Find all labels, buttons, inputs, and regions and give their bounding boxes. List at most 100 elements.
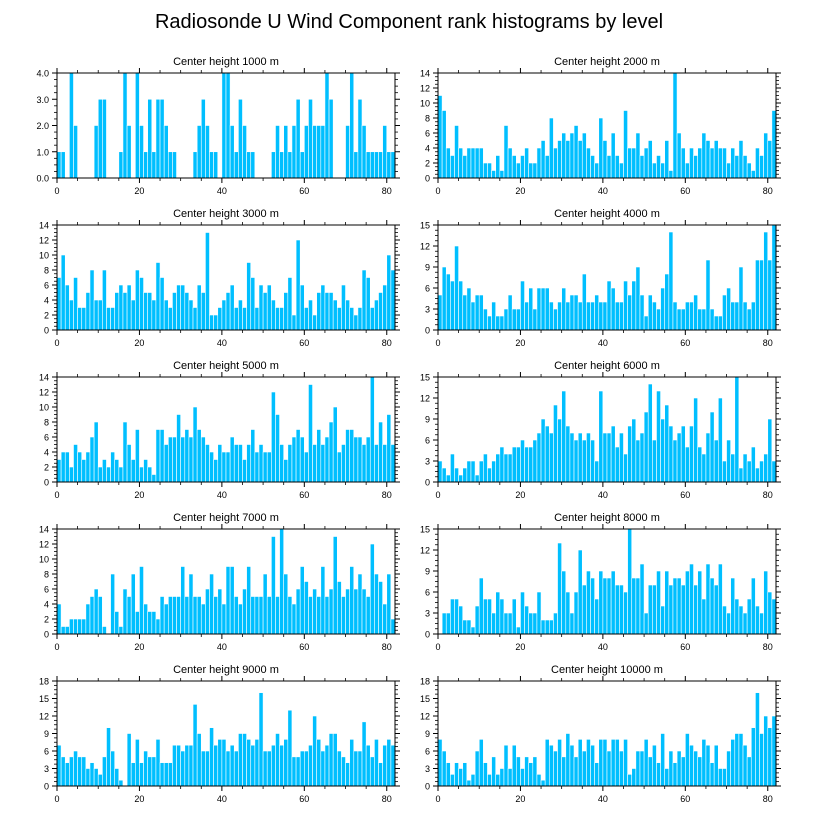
bar — [623, 591, 628, 635]
bar — [569, 132, 575, 179]
x-tick-label: 40 — [217, 794, 227, 804]
bar — [167, 151, 173, 179]
x-tick-label: 0 — [54, 794, 59, 804]
chart-panel-5: Center height 5000 m 0 2 4 6 8 10 12 14 0 20 40 60 80 — [39, 360, 400, 500]
bar — [499, 768, 505, 787]
x-tick-label: 80 — [382, 338, 392, 348]
bar — [697, 570, 703, 635]
bar — [462, 467, 468, 483]
bar — [532, 439, 538, 483]
bar — [454, 598, 459, 635]
bar — [361, 125, 367, 179]
y-tick-label: 6 — [425, 588, 430, 598]
bar — [287, 709, 293, 787]
bar — [635, 577, 641, 635]
bar — [93, 299, 99, 331]
y-tick-label: 4 — [44, 448, 49, 458]
bar — [763, 132, 769, 179]
bar — [155, 618, 161, 635]
bar — [656, 390, 661, 483]
bar — [291, 314, 297, 331]
bar — [77, 451, 83, 483]
bar — [717, 315, 723, 331]
bar — [569, 294, 575, 331]
bar — [238, 444, 243, 483]
bar — [196, 596, 202, 635]
bar — [689, 563, 694, 635]
bar — [705, 563, 711, 635]
bar — [312, 588, 317, 635]
bar — [631, 577, 637, 635]
x-tick-label: 80 — [382, 186, 392, 196]
chart-panel-9: Center height 9000 m 0 3 6 9 12 15 18 0 20 40 60 80 — [39, 664, 400, 804]
bar — [693, 397, 698, 483]
bar — [312, 125, 317, 179]
bar — [528, 446, 534, 483]
x-tick-label: 20 — [134, 642, 144, 652]
y-tick-label: 4.0 — [36, 69, 49, 79]
bar — [635, 266, 641, 331]
bar — [544, 425, 550, 483]
bar — [130, 299, 136, 331]
bar — [97, 596, 103, 635]
bar — [454, 125, 459, 179]
bar — [697, 147, 703, 179]
bar — [738, 140, 744, 179]
bar — [470, 626, 476, 635]
bar — [180, 284, 186, 331]
bar — [664, 570, 670, 635]
bar — [734, 301, 740, 331]
bar — [590, 301, 595, 331]
bar — [246, 739, 252, 787]
y-tick-label: 15 — [420, 694, 430, 704]
bar — [685, 446, 690, 483]
bar — [631, 280, 637, 331]
bar — [750, 727, 756, 787]
bar — [445, 273, 451, 331]
bar — [746, 460, 752, 483]
bar — [771, 224, 777, 331]
bar — [374, 151, 379, 179]
bar — [483, 453, 488, 483]
bar — [64, 762, 70, 787]
bar — [602, 301, 608, 331]
bar — [565, 301, 571, 331]
bar — [336, 451, 342, 483]
bar — [445, 762, 451, 787]
chart-panel-3: Center height 3000 m 0 2 4 6 8 10 12 14 0 20 40 60 80 — [39, 208, 400, 348]
bar — [709, 147, 715, 179]
bar — [516, 308, 521, 331]
bar — [652, 744, 657, 787]
bar — [229, 284, 235, 331]
bar — [110, 307, 116, 331]
bar — [225, 750, 231, 787]
bar — [573, 439, 579, 483]
bar — [627, 425, 633, 483]
bar — [246, 151, 252, 179]
bar — [135, 739, 140, 787]
bar — [390, 444, 396, 483]
bar — [180, 436, 186, 483]
bar — [349, 566, 355, 635]
bar — [520, 439, 525, 483]
bar — [643, 411, 649, 483]
bar — [742, 612, 748, 635]
y-tick-label: 14 — [420, 69, 430, 79]
bar — [295, 429, 301, 483]
bar — [287, 277, 293, 331]
bar — [287, 596, 293, 635]
bar — [328, 292, 334, 331]
bar — [437, 739, 443, 787]
y-tick-label: 18 — [420, 677, 430, 687]
bar — [581, 439, 587, 483]
bar — [450, 453, 455, 483]
bar — [209, 573, 214, 635]
bar — [242, 125, 247, 179]
bar — [328, 98, 334, 179]
bar — [623, 739, 628, 787]
bar — [643, 147, 649, 179]
bar — [102, 459, 107, 483]
bar — [470, 774, 476, 787]
bar — [167, 436, 173, 483]
bar — [565, 425, 571, 483]
